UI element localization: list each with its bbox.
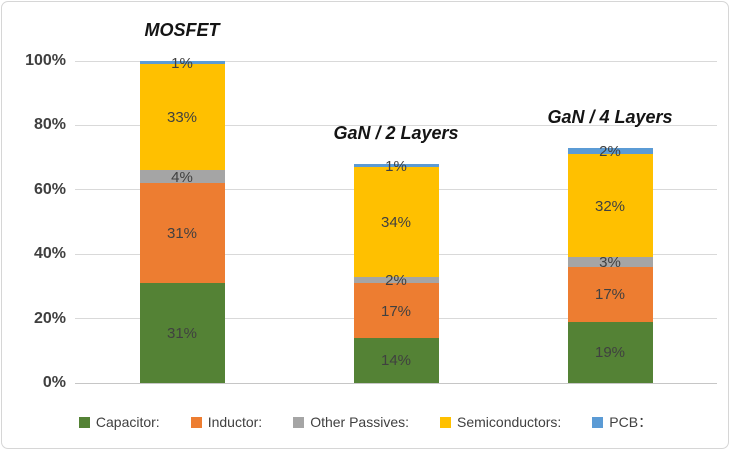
legend-label: Capacitor: bbox=[95, 414, 160, 430]
bar-segment-label: 2% bbox=[599, 143, 621, 161]
bar-category-title: MOSFET bbox=[144, 20, 220, 40]
bar-segment bbox=[567, 147, 653, 155]
gridline bbox=[75, 60, 717, 62]
bar-segment bbox=[353, 337, 439, 383]
bar-segment bbox=[567, 257, 653, 268]
bar-segment-label: 31% bbox=[166, 225, 198, 243]
bar-segment-label: 1% bbox=[171, 54, 193, 72]
bar-segment-label: 4% bbox=[171, 168, 193, 186]
legend-item: Semiconductors: bbox=[440, 414, 561, 430]
bar-segment bbox=[139, 183, 225, 284]
y-axis-tick-label: 0% bbox=[42, 374, 66, 391]
bar-segment bbox=[567, 267, 653, 322]
gridline bbox=[75, 124, 717, 126]
bar-segment bbox=[139, 64, 225, 171]
bar-segment-label: 34% bbox=[380, 214, 412, 231]
legend-label: Inductor: bbox=[207, 414, 263, 430]
gridline bbox=[75, 382, 717, 384]
legend-item: Other Passives: bbox=[293, 414, 409, 430]
bar-category-title: GaN / 4 Layers bbox=[547, 106, 673, 127]
bar-segment-label: 19% bbox=[594, 344, 626, 362]
bar-segment bbox=[139, 170, 225, 184]
legend-color-swatch-icon bbox=[293, 416, 305, 428]
legend-color-swatch-icon bbox=[190, 416, 202, 428]
legend: Capacitor: Inductor: Other Passives: Semico… bbox=[0, 407, 731, 437]
bar-segment-label: 33% bbox=[166, 109, 198, 127]
bar-category-title: GaN / 2 Layers bbox=[333, 123, 459, 144]
bar-segment-label: 31% bbox=[166, 325, 198, 343]
legend-item: Inductor: bbox=[190, 414, 263, 430]
bar-segment-label: 3% bbox=[599, 254, 621, 272]
legend-label: PCB： bbox=[609, 414, 653, 430]
bar-segment bbox=[567, 154, 653, 258]
bar-segment bbox=[353, 283, 439, 338]
bar-segment-label: 14% bbox=[380, 352, 412, 370]
legend-item: PCB： bbox=[592, 412, 652, 432]
bar-segment bbox=[567, 321, 653, 383]
y-axis-tick-label: 100% bbox=[25, 52, 66, 69]
bar-segment-label: 32% bbox=[594, 197, 626, 215]
y-axis-tick-label: 80% bbox=[33, 116, 66, 134]
legend-color-swatch-icon bbox=[592, 416, 604, 428]
legend-color-swatch-icon bbox=[78, 416, 90, 428]
bar-segment-label: 17% bbox=[594, 286, 626, 304]
bar-segment-label: 17% bbox=[380, 302, 412, 320]
y-axis-tick-label: 20% bbox=[33, 309, 66, 327]
bar-segment bbox=[353, 276, 439, 284]
y-axis-tick-label: 60% bbox=[33, 180, 66, 198]
y-axis-tick-label: 40% bbox=[33, 245, 66, 263]
legend-label: Other Passives: bbox=[310, 414, 410, 430]
legend-label: Semiconductors: bbox=[457, 414, 562, 430]
legend-color-swatch-icon bbox=[440, 416, 452, 428]
bar-segment bbox=[139, 283, 225, 383]
bar-segment-label: 1% bbox=[385, 157, 407, 175]
legend-item: Capacitor: bbox=[78, 414, 160, 430]
bar-segment bbox=[353, 164, 439, 168]
bar-segment-label: 2% bbox=[385, 271, 407, 289]
bar-segment bbox=[139, 61, 225, 65]
bar-segment bbox=[353, 167, 439, 277]
